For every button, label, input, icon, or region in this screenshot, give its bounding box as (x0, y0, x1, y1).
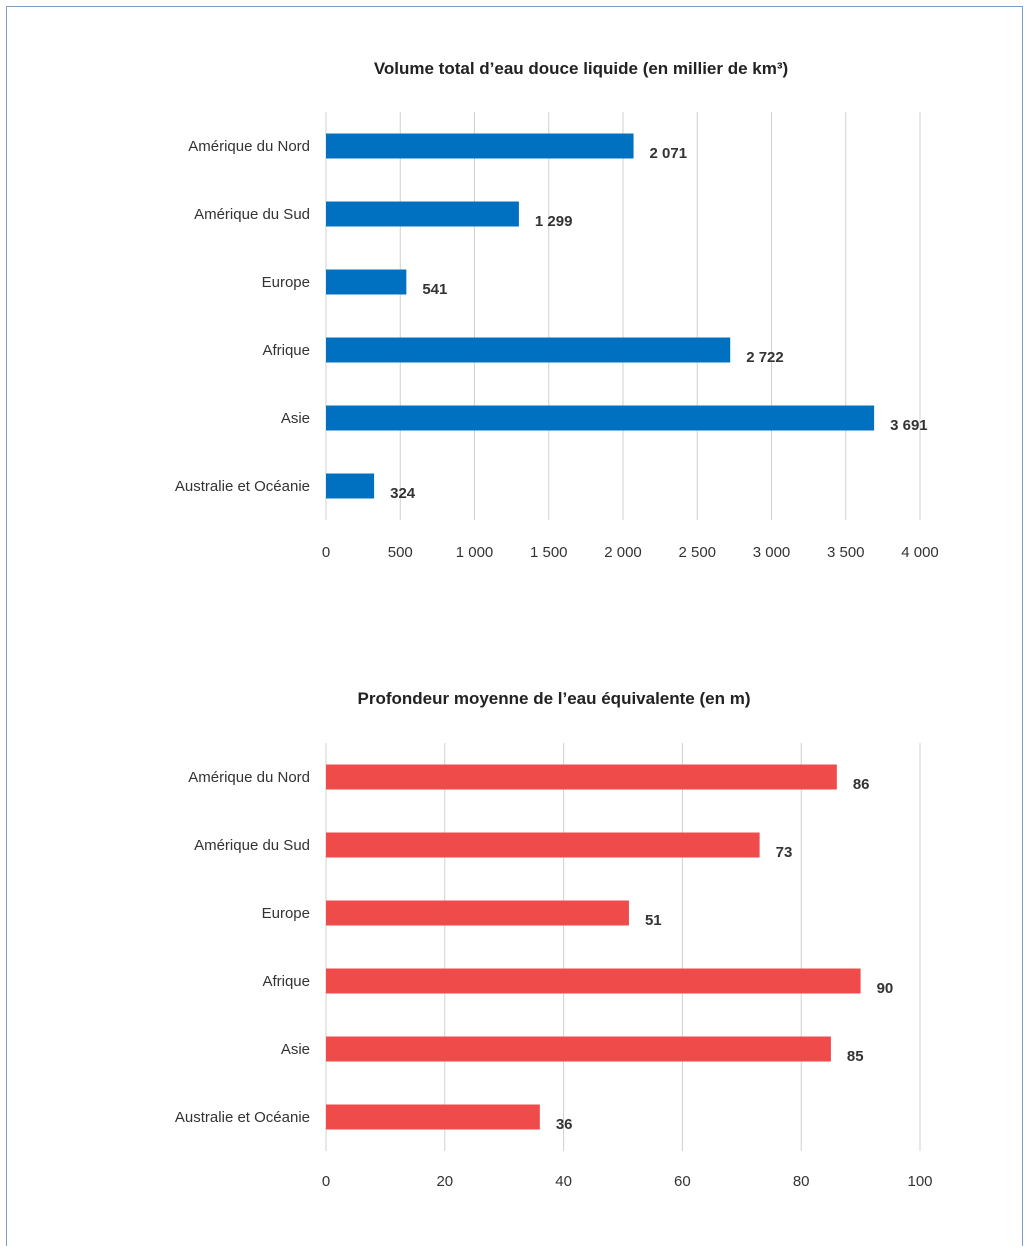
data-label: 36 (556, 1116, 573, 1133)
chart-freshwater-volume: Volume total d’eau douce liquide (en mil… (175, 59, 939, 561)
x-tick-label: 60 (674, 1173, 691, 1190)
data-label: 541 (422, 281, 447, 298)
category-label: Australie et Océanie (175, 478, 310, 495)
x-tick-label: 2 500 (678, 544, 716, 561)
data-label: 85 (847, 1048, 864, 1065)
data-label: 90 (877, 980, 894, 997)
bar (326, 968, 861, 994)
category-label: Europe (262, 905, 310, 922)
bar (326, 1104, 540, 1130)
x-tick-label: 4 000 (901, 544, 939, 561)
x-tick-label: 20 (436, 1173, 453, 1190)
data-label: 86 (853, 776, 870, 793)
data-label: 51 (645, 912, 662, 929)
category-label: Amérique du Nord (188, 769, 310, 786)
bar (326, 1036, 831, 1062)
bar (326, 473, 375, 499)
x-tick-label: 1 000 (456, 544, 494, 561)
category-label: Europe (262, 274, 310, 291)
chart-frame (6, 6, 1023, 1246)
x-tick-label: 0 (322, 544, 330, 561)
x-tick-label: 100 (907, 1173, 932, 1190)
bar (326, 405, 875, 431)
category-label: Afrique (262, 973, 310, 990)
data-label: 2 071 (650, 145, 688, 162)
bar (326, 133, 634, 159)
x-tick-label: 1 500 (530, 544, 568, 561)
x-tick-label: 40 (555, 1173, 572, 1190)
chart-water-depth: Profondeur moyenne de l’eau équivalente … (175, 689, 933, 1190)
bar (326, 764, 837, 790)
chart-title: Profondeur moyenne de l’eau équivalente … (358, 689, 751, 708)
bar (326, 269, 407, 295)
x-tick-label: 500 (388, 544, 413, 561)
category-label: Amérique du Nord (188, 138, 310, 155)
data-label: 2 722 (746, 349, 784, 366)
x-tick-label: 3 500 (827, 544, 865, 561)
x-tick-label: 0 (322, 1173, 330, 1190)
bar (326, 900, 629, 926)
x-tick-label: 2 000 (604, 544, 642, 561)
bar (326, 337, 731, 363)
category-label: Asie (281, 1041, 310, 1058)
category-label: Amérique du Sud (194, 837, 310, 854)
bar (326, 832, 760, 858)
data-label: 1 299 (535, 213, 573, 230)
category-label: Asie (281, 410, 310, 427)
category-label: Amérique du Sud (194, 206, 310, 223)
chart-title: Volume total d’eau douce liquide (en mil… (374, 59, 788, 78)
bar (326, 201, 519, 227)
data-label: 3 691 (890, 417, 928, 434)
x-tick-label: 80 (793, 1173, 810, 1190)
data-label: 324 (390, 485, 416, 502)
x-tick-label: 3 000 (753, 544, 791, 561)
data-label: 73 (776, 844, 793, 861)
category-label: Afrique (262, 342, 310, 359)
category-label: Australie et Océanie (175, 1109, 310, 1126)
